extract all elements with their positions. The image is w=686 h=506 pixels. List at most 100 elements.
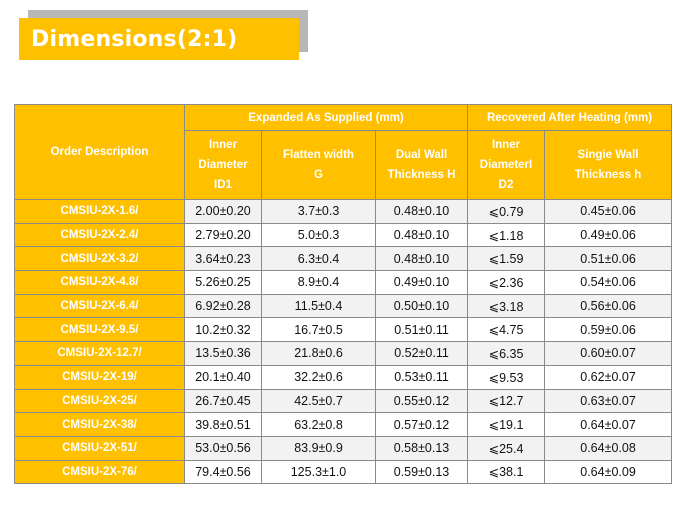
table-cell: 0.64±0.09 (544, 459, 673, 485)
table-cell: 0.56±0.06 (544, 293, 673, 319)
table-cell: 0.48±0.10 (374, 199, 469, 224)
table-cell: 0.57±0.12 (374, 412, 469, 437)
table-cell: 0.62±0.07 (544, 364, 673, 390)
table-cell: 0.64±0.08 (544, 435, 673, 461)
table-cell: 20.1±0.40 (184, 364, 262, 390)
table-row: CMSIU-2X-1.6/2.00±0.20 3.7±0.3 0.48±0.10 ⩽0… (14, 199, 673, 224)
header-line: Inner (491, 139, 521, 151)
table-row: CMSIU-2X-76/79.4±0.56 125.3±1.0 0.59±0.13 ⩽… (14, 459, 673, 485)
table-cell: 0.59±0.13 (374, 459, 469, 485)
table-cell: ⩽6.35 (467, 341, 546, 366)
order-code-cell: CMSIU-2X-38/ (14, 412, 185, 437)
table-cell: 0.49±0.06 (544, 222, 673, 248)
order-code-cell: CMSIU-2X-12.7/ (14, 341, 185, 366)
table-cell: 6.92±0.28 (184, 293, 262, 319)
table-cell: ⩽38.1 (467, 459, 546, 485)
header-line: Dual Wall (395, 149, 448, 161)
table-row: CMSIU-2X-38/39.8±0.51 63.2±0.8 0.57±0.12 ⩽1… (14, 412, 673, 437)
table-cell: ⩽12.7 (467, 388, 546, 414)
header-line: Flatten width (283, 149, 354, 161)
table-cell: 5.0±0.3 (261, 222, 376, 248)
table-cell: ⩽25.4 (467, 435, 546, 461)
table-row: CMSIU-2X-3.2/3.64±0.23 6.3±0.4 0.48±0.10 ⩽1… (14, 246, 673, 272)
table-cell: 0.48±0.10 (374, 246, 469, 272)
table-cell: 0.45±0.06 (544, 199, 673, 224)
table-cell: ⩽3.18 (467, 293, 546, 319)
table-cell: 125.3±1.0 (261, 459, 376, 485)
table-body: CMSIU-2X-1.6/2.00±0.20 3.7±0.3 0.48±0.10 ⩽0… (14, 199, 673, 485)
table-cell: 79.4±0.56 (184, 459, 262, 485)
header-line: Inner (208, 139, 238, 151)
expanded-group-header: Expanded As Supplied (mm) (183, 104, 469, 131)
table-cell: 0.51±0.11 (374, 317, 469, 343)
table-cell: 0.49±0.10 (374, 270, 469, 295)
header-line: D2 (498, 179, 514, 191)
table-cell: 0.50±0.10 (374, 293, 469, 319)
table-cell: 8.9±0.4 (261, 270, 376, 295)
table-cell: 0.58±0.13 (374, 435, 469, 461)
header-line: Thickness h (574, 169, 642, 181)
order-code-cell: CMSIU-2X-25/ (14, 388, 185, 414)
table-row: CMSIU-2X-4.8/5.26±0.25 8.9±0.4 0.49±0.10 ⩽2… (14, 270, 673, 295)
table-cell: ⩽1.59 (467, 246, 546, 272)
table-cell: 0.55±0.12 (374, 388, 469, 414)
dimensions-table: Order Description Expanded As Supplied (… (14, 104, 673, 485)
header-line: Diameter (198, 159, 248, 171)
table-cell: 0.54±0.06 (544, 270, 673, 295)
table-row: CMSIU-2X-51/53.0±0.56 83.9±0.9 0.58±0.13 ⩽2… (14, 435, 673, 461)
table-cell: 2.79±0.20 (184, 222, 262, 248)
table-cell: 0.60±0.07 (544, 341, 673, 366)
column-header-inner-diameter-id1: Inner Diameter ID1 (184, 130, 262, 200)
table-cell: ⩽0.79 (467, 199, 546, 224)
order-code-cell: CMSIU-2X-2.4/ (14, 222, 185, 248)
table-cell: 0.48±0.10 (374, 222, 469, 248)
table-cell: 0.51±0.06 (544, 246, 673, 272)
table-cell: ⩽9.53 (467, 364, 546, 390)
order-description-header: Order Description (14, 104, 185, 200)
table-row: CMSIU-2X-6.4/6.92±0.28 11.5±0.4 0.50±0.10 ⩽… (14, 293, 673, 319)
table-row: CMSIU-2X-12.7/13.5±0.36 21.8±0.6 0.52±0.11… (14, 341, 673, 366)
table-cell: 39.8±0.51 (184, 412, 262, 437)
column-header-inner-diameter-d2: Inner DiameterI D2 (467, 130, 546, 200)
table-cell: 0.59±0.06 (544, 317, 673, 343)
order-code-cell: CMSIU-2X-76/ (14, 459, 185, 485)
order-code-cell: CMSIU-2X-9.5/ (14, 317, 185, 343)
table-row: CMSIU-2X-9.5/10.2±0.32 16.7±0.5 0.51±0.11 ⩽… (14, 317, 673, 343)
table-cell: 5.26±0.25 (184, 270, 262, 295)
table-cell: 11.5±0.4 (261, 293, 376, 319)
table-cell: 10.2±0.32 (184, 317, 262, 343)
table-cell: 26.7±0.45 (184, 388, 262, 414)
header-line: Thickness H (387, 169, 456, 181)
table-cell: 6.3±0.4 (261, 246, 376, 272)
recovered-group-header: Recovered After Heating (mm) (467, 104, 673, 131)
table-cell: 2.00±0.20 (184, 199, 262, 224)
table-cell: 16.7±0.5 (261, 317, 376, 343)
order-code-cell: CMSIU-2X-6.4/ (14, 293, 185, 319)
header-line: Singie Wall (577, 149, 639, 161)
table-cell: 32.2±0.6 (261, 364, 376, 390)
table-cell: ⩽1.18 (467, 222, 546, 248)
header-line: ID1 (214, 179, 232, 191)
table-cell: 83.9±0.9 (261, 435, 376, 461)
table-cell: ⩽2.36 (467, 270, 546, 295)
table-cell: 0.63±0.07 (544, 388, 673, 414)
table-cell: 0.64±0.07 (544, 412, 673, 437)
table-cell: ⩽19.1 (467, 412, 546, 437)
page-title: Dimensions(2:1) (31, 26, 238, 52)
table-cell: 42.5±0.7 (261, 388, 376, 414)
order-code-cell: CMSIU-2X-3.2/ (14, 246, 185, 272)
header-line: G (314, 169, 323, 181)
column-header-dual-wall-thickness: Dual Wall Thickness H (374, 130, 469, 200)
order-code-cell: CMSIU-2X-19/ (14, 364, 185, 390)
table-cell: 3.64±0.23 (184, 246, 262, 272)
table-cell: 13.5±0.36 (184, 341, 262, 366)
table-cell: 3.7±0.3 (261, 199, 376, 224)
column-header-single-wall-thickness: Singie Wall Thickness h (544, 130, 673, 200)
table-cell: 21.8±0.6 (261, 341, 376, 366)
table-row: CMSIU-2X-2.4/2.79±0.20 5.0±0.3 0.48±0.10 ⩽1… (14, 222, 673, 248)
header-line: DiameterI (479, 159, 533, 171)
title-banner: Dimensions(2:1) (19, 18, 299, 60)
table-row: CMSIU-2X-19/20.1±0.40 32.2±0.6 0.53±0.11 ⩽9… (14, 364, 673, 390)
order-code-cell: CMSIU-2X-1.6/ (14, 199, 185, 224)
table-cell: ⩽4.75 (467, 317, 546, 343)
